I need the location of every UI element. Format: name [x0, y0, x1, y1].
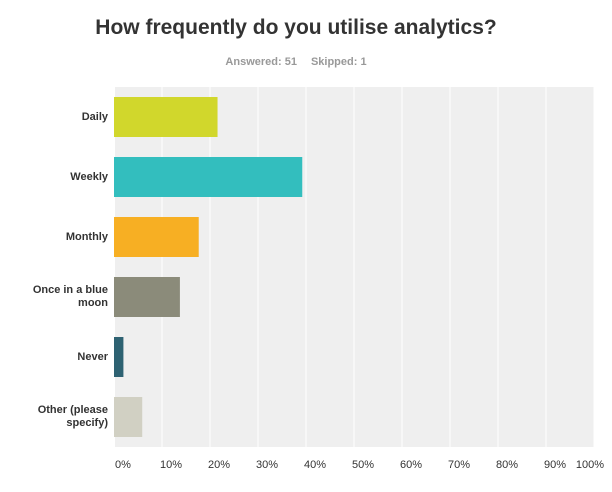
category-label: Never [8, 351, 108, 364]
x-tick-label: 80% [495, 459, 519, 471]
category-label: Other (please specify) [8, 404, 108, 430]
x-tick-label: 0% [115, 459, 131, 471]
category-label-line: Daily [81, 110, 108, 123]
x-tick-label: 20% [207, 459, 231, 471]
answered-count: Answered: 51 [225, 56, 297, 68]
x-tick-label: 90% [543, 459, 567, 471]
bar[interactable] [114, 277, 180, 317]
bar-chart [113, 87, 595, 447]
bar[interactable] [114, 217, 199, 257]
x-tick-label: 70% [447, 459, 471, 471]
category-label-line: Weekly [70, 170, 108, 183]
category-label: Daily [8, 111, 108, 124]
category-label-line: Other (please [37, 404, 108, 416]
x-tick-label: 50% [351, 459, 375, 471]
x-tick-label: 40% [303, 459, 327, 471]
skipped-count: Skipped: 1 [310, 56, 367, 68]
category-label: Monthly [8, 231, 108, 244]
category-label-line: Monthly [65, 230, 108, 243]
x-tick-label: 10% [159, 459, 183, 471]
bar[interactable] [114, 157, 303, 197]
chart-title: How frequently do you utilise analytics? [95, 16, 497, 39]
category-label-line: Never [77, 350, 108, 363]
category-label: Weekly [8, 171, 108, 184]
response-stats: Answered: 51 Skipped: 1 [0, 56, 592, 68]
bar[interactable] [114, 337, 124, 377]
bar[interactable] [114, 397, 143, 437]
plot-area [113, 87, 595, 447]
bar[interactable] [114, 97, 218, 137]
x-tick-label: 100% [575, 459, 605, 471]
category-label: Once in a blue moon [8, 284, 108, 310]
x-tick-label: 60% [399, 459, 423, 471]
x-tick-label: 30% [255, 459, 279, 471]
category-label-line: moon [78, 297, 108, 309]
category-label-line: Once in a blue [32, 284, 108, 296]
category-label-line: specify) [66, 417, 108, 429]
